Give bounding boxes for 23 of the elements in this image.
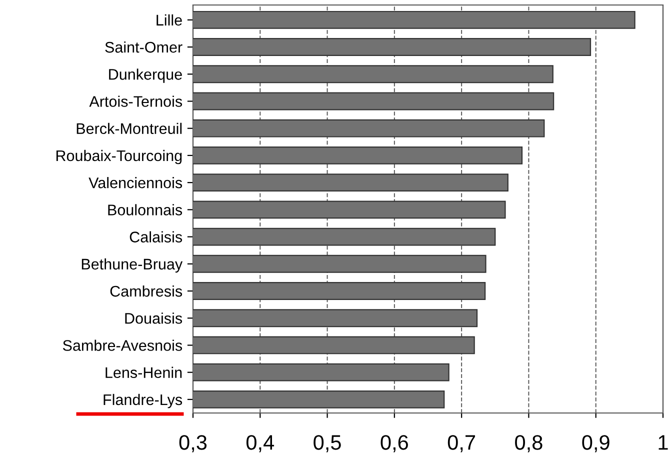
x-tick-label: 0,7 xyxy=(448,435,476,452)
x-tick-label: 1 xyxy=(658,435,668,450)
x-tick-label: 0,4 xyxy=(246,435,274,452)
x-tick-label: 0,5 xyxy=(314,435,341,452)
y-tick-label: Bethune-Bruay xyxy=(82,258,183,273)
y-tick-label: Lille xyxy=(156,14,182,26)
x-tick-label: 0,3 xyxy=(179,435,207,452)
x-tick-label: 0,9 xyxy=(582,435,610,452)
x-tick-label: 0,6 xyxy=(380,435,408,452)
y-tick-label: Artois-Ternois xyxy=(89,96,182,107)
y-tick-label: Boulonnais xyxy=(108,204,182,216)
y-tick-label: Valenciennois xyxy=(88,177,182,188)
y-tick-label: Lens-Henin xyxy=(106,366,182,378)
y-tick-label: Dunkerque xyxy=(109,68,182,83)
y-tick-label: Flandre-Lys xyxy=(104,394,182,408)
y-tick-label: Douaisis xyxy=(125,312,182,324)
x-tick-label: 0,8 xyxy=(515,435,542,452)
y-tick-label: Saint-Omer xyxy=(105,41,182,53)
y-tick-label: Cambresis xyxy=(110,285,182,297)
y-tick-label: Calaisis xyxy=(130,231,182,242)
y-tick-label: Berck-Montreuil xyxy=(76,122,182,134)
y-tick-label: Roubaix-Tourcoing xyxy=(56,150,182,164)
y-tick-label: Sambre-Avesnois xyxy=(62,340,182,351)
